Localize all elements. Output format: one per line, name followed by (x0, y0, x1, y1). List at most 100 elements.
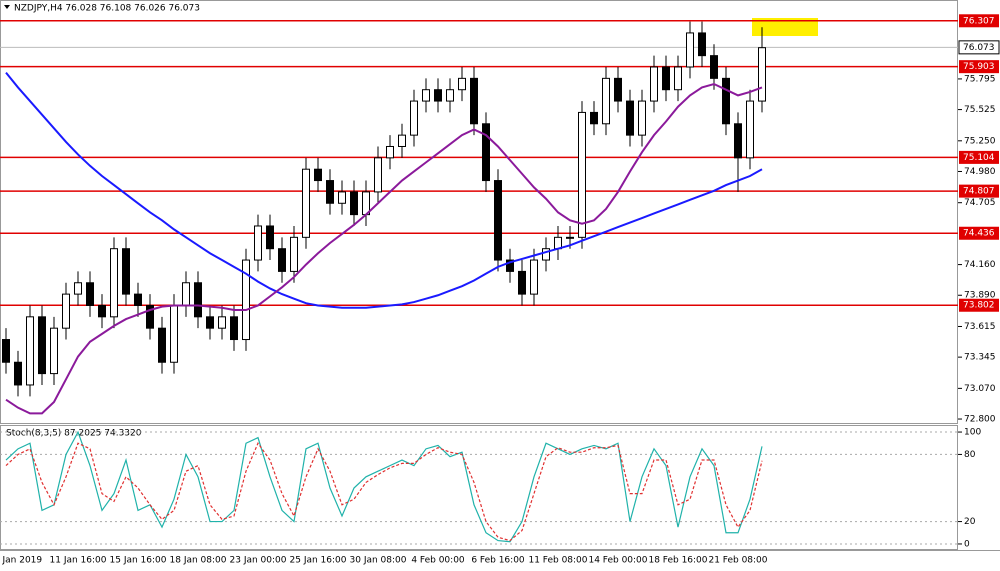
candle-body (446, 89, 454, 102)
candle-body (134, 293, 142, 306)
x-tick-label: 25 Jan 16:00 (290, 556, 347, 566)
candle-body (710, 55, 718, 79)
candle-body (98, 304, 106, 318)
level-label-box (959, 60, 999, 74)
candle-body (314, 168, 322, 182)
candle-body (398, 134, 406, 147)
candle-body (350, 191, 358, 216)
y-tick-label: 73.070 (964, 384, 996, 394)
candle-body (206, 316, 214, 329)
x-tick-label: 18 Jan 08:00 (170, 556, 227, 566)
stoch-title: Stoch(8,3,5) 87.2025 74.3320 (6, 429, 142, 439)
candle-body (38, 316, 46, 375)
candle-body (266, 225, 274, 250)
x-tick-label: 23 Jan 00:00 (230, 556, 287, 566)
candle-body (50, 327, 58, 375)
candle-body (482, 123, 490, 182)
x-tick-label: 11 Jan 16:00 (50, 556, 107, 566)
y-tick-label: 20 (964, 517, 976, 527)
level-label: 73.802 (963, 301, 995, 311)
x-tick-label: 14 Feb 00:00 (588, 556, 647, 566)
candle-body (242, 259, 250, 341)
level-label-box (959, 14, 999, 28)
candle-body (218, 316, 226, 329)
candle-body (170, 304, 178, 363)
candle-body (650, 66, 658, 102)
candle-body (506, 259, 514, 272)
level-label: 74.436 (963, 229, 995, 239)
candle-body (410, 100, 418, 136)
candle-body (62, 293, 70, 329)
candle-body (542, 248, 550, 261)
candle-body (146, 304, 154, 329)
candle-body (626, 100, 634, 136)
x-tick-label: 11 Feb 08:00 (528, 556, 587, 566)
candle-body (194, 282, 202, 318)
candle-body (86, 282, 94, 306)
y-tick-label: 73.615 (964, 322, 996, 332)
moving-average (5, 72, 763, 309)
candle-body (182, 282, 190, 306)
y-tick-label: 74.160 (964, 260, 996, 270)
x-tick-label: 6 Feb 16:00 (471, 556, 525, 566)
candle-body (734, 123, 742, 159)
candle-body (698, 32, 706, 57)
level-label-box (959, 298, 999, 312)
candle-body (578, 111, 586, 238)
candle-body (566, 236, 574, 239)
chart-title: NZDJPY,H4 76.028 76.108 76.026 76.073 (14, 4, 200, 14)
candle-body (422, 89, 430, 102)
y-tick-label: 75.250 (964, 136, 996, 146)
y-tick-label: 73.890 (964, 291, 996, 301)
candle-body (518, 270, 526, 295)
y-tick-label: 75.525 (964, 105, 996, 115)
candle-body (674, 66, 682, 91)
level-label-box (959, 150, 999, 164)
stoch-frame (0, 425, 958, 550)
y-tick-label: 74.980 (964, 167, 996, 177)
candle-body (230, 316, 238, 341)
level-label: 76.307 (963, 16, 995, 26)
candle-body (278, 248, 286, 272)
level-label: 75.903 (963, 62, 995, 72)
candle-body (302, 168, 310, 238)
candle-body (662, 66, 670, 91)
candle-body (434, 89, 442, 102)
y-tick-label: 72.800 (964, 415, 996, 425)
candle-body (26, 316, 34, 386)
candle-body (158, 327, 166, 363)
x-tick-label: 18 Feb 16:00 (648, 556, 707, 566)
candle-body (386, 145, 394, 159)
y-tick-label: 0 (964, 539, 970, 549)
candle-body (722, 77, 730, 125)
y-tick-label: 100 (964, 428, 981, 438)
level-label: 75.104 (963, 153, 995, 163)
candle-body (110, 248, 118, 318)
x-tick-label: 4 Feb 00:00 (411, 556, 465, 566)
candle-body (590, 111, 598, 125)
stoch-line (5, 442, 763, 542)
candle-body (254, 225, 262, 261)
highlight-box (752, 18, 818, 36)
candle-body (494, 180, 502, 261)
candle-body (746, 100, 754, 159)
moving-average (5, 82, 763, 415)
y-tick-label: 80 (964, 450, 976, 460)
candle-body (374, 157, 382, 193)
x-tick-label: 15 Jan 16:00 (110, 556, 167, 566)
main-frame (0, 0, 958, 424)
level-label-box (959, 226, 999, 240)
candle-body (530, 259, 538, 295)
level-label: 74.807 (963, 187, 995, 197)
last-price-label: 76.073 (963, 43, 995, 53)
y-tick-label: 73.345 (964, 353, 996, 363)
candle-body (614, 77, 622, 102)
candle-body (638, 100, 646, 136)
y-tick-label: 75.795 (964, 74, 996, 84)
candle-body (470, 77, 478, 125)
stoch-line (5, 430, 763, 543)
candle-body (686, 32, 694, 68)
level-label-box (959, 184, 999, 198)
candle-body (602, 77, 610, 125)
